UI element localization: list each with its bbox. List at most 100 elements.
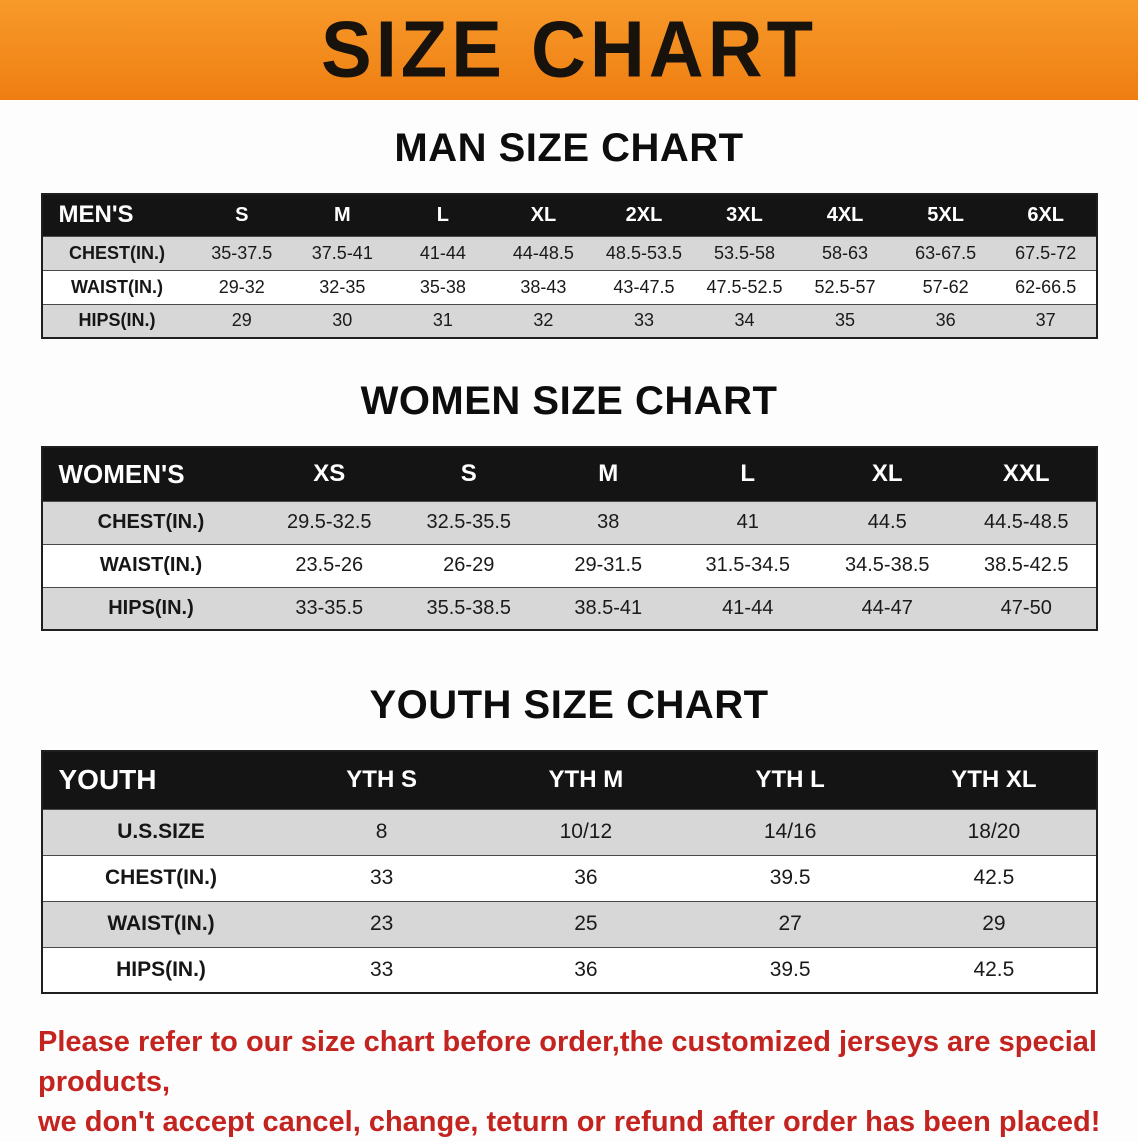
cell-value: 63-67.5 bbox=[915, 242, 977, 263]
cell-value: 32 bbox=[533, 310, 554, 331]
row-label: CHEST(IN.) bbox=[97, 511, 205, 533]
cell-value: 35-38 bbox=[419, 276, 466, 297]
cell-value: 62-66.5 bbox=[1015, 276, 1077, 297]
cell-value: 31 bbox=[432, 310, 453, 331]
cell-value: 29 bbox=[982, 912, 1006, 935]
cell-value: 32-35 bbox=[319, 276, 366, 297]
cell-value: 53.5-58 bbox=[713, 242, 776, 263]
row-label: HIPS(IN.) bbox=[108, 596, 194, 619]
order-notice: Please refer to our size chart before or… bbox=[38, 1022, 1102, 1142]
table-row: WAIST(IN.) 29-32 32-35 35-38 38-43 43-47.5 47.… bbox=[41, 270, 1097, 304]
cell-value: 67.5-72 bbox=[1015, 242, 1077, 263]
column-header: M bbox=[292, 194, 393, 236]
table-row: U.S.SIZE 8 10/12 14/16 18/20 bbox=[41, 809, 1097, 855]
cell-value: 26-29 bbox=[443, 554, 495, 576]
cell-value: 29 bbox=[231, 310, 252, 331]
cell-value: 35-37.5 bbox=[211, 242, 273, 263]
row-label: CHEST(IN.) bbox=[69, 242, 165, 263]
cell-value: 41 bbox=[736, 511, 759, 533]
order-notice-line-2: we don't accept cancel, change, teturn o… bbox=[38, 1106, 1101, 1138]
youth-section-heading: YOUTH SIZE CHART bbox=[369, 683, 769, 727]
cell-value: 38-43 bbox=[520, 276, 567, 297]
cell-value: 57-62 bbox=[922, 276, 969, 297]
cell-value: 33 bbox=[369, 866, 394, 889]
column-header: L bbox=[678, 447, 818, 501]
cell-value: 36 bbox=[574, 957, 598, 981]
table-row: WAIST(IN.) 23 25 27 29 bbox=[41, 901, 1097, 947]
table-corner-label: YOUTH bbox=[41, 751, 280, 809]
table-row: CHEST(IN.) 29.5-32.5 32.5-35.5 38 41 44.5 44.5… bbox=[41, 501, 1097, 544]
cell-value: 8 bbox=[375, 820, 388, 843]
cell-value: 29-32 bbox=[218, 276, 265, 297]
cell-value: 33-35.5 bbox=[295, 596, 364, 619]
cell-value: 34.5-38.5 bbox=[844, 554, 930, 576]
cell-value: 43-47.5 bbox=[613, 276, 675, 297]
cell-value: 44-48.5 bbox=[512, 242, 574, 263]
cell-value: 36 bbox=[574, 866, 598, 889]
cell-value: 35.5-38.5 bbox=[426, 596, 511, 619]
page-title: SIZE CHART bbox=[321, 4, 817, 95]
cell-value: 29-31.5 bbox=[574, 554, 643, 576]
table-corner-label: MEN'S bbox=[41, 194, 192, 236]
banner: SIZE CHART bbox=[0, 0, 1138, 100]
column-header: 2XL bbox=[593, 194, 695, 236]
row-label: HIPS(IN.) bbox=[116, 957, 206, 981]
cell-value: 38.5-41 bbox=[574, 596, 643, 619]
column-header: YTH M bbox=[483, 751, 688, 809]
column-header: XL bbox=[493, 194, 594, 236]
column-header: XS bbox=[259, 447, 399, 501]
cell-value: 44.5-48.5 bbox=[983, 511, 1069, 533]
cell-value: 42.5 bbox=[973, 957, 1015, 981]
column-header: 3XL bbox=[694, 194, 795, 236]
cell-value: 39.5 bbox=[769, 957, 811, 981]
cell-value: 47.5-52.5 bbox=[706, 276, 783, 297]
table-row: HIPS(IN.) 33 36 39.5 42.5 bbox=[41, 947, 1097, 993]
cell-value: 41-44 bbox=[419, 242, 466, 263]
cell-value: 34 bbox=[734, 310, 755, 331]
column-header: YTH S bbox=[279, 751, 484, 809]
column-header: 5XL bbox=[895, 194, 996, 236]
column-header: YTH L bbox=[688, 751, 893, 809]
cell-value: 25 bbox=[574, 912, 598, 935]
women-section-heading: WOMEN SIZE CHART bbox=[360, 379, 778, 423]
cell-value: 37 bbox=[1035, 310, 1056, 331]
cell-value: 23.5-26 bbox=[295, 554, 364, 576]
row-label: WAIST(IN.) bbox=[107, 912, 215, 935]
row-label: U.S.SIZE bbox=[117, 820, 205, 843]
cell-value: 44.5 bbox=[867, 511, 907, 533]
cell-value: 33 bbox=[633, 310, 654, 331]
cell-value: 37.5-41 bbox=[311, 242, 373, 263]
table-row: CHEST(IN.) 35-37.5 37.5-41 41-44 44-48.5 48.5… bbox=[41, 236, 1097, 270]
cell-value: 42.5 bbox=[973, 866, 1015, 889]
column-header: XL bbox=[817, 447, 957, 501]
order-notice-line-1: Please refer to our size chart before or… bbox=[38, 1026, 1097, 1098]
column-header: S bbox=[399, 447, 539, 501]
cell-value: 33 bbox=[369, 957, 394, 981]
table-row: CHEST(IN.) 33 36 39.5 42.5 bbox=[41, 855, 1097, 901]
table-row: HIPS(IN.) 29 30 31 32 33 34 35 36 37 bbox=[41, 304, 1097, 338]
header-row: WOMEN'S XS S M L XL XXL bbox=[41, 447, 1097, 501]
men-section-heading: MAN SIZE CHART bbox=[394, 126, 744, 170]
cell-value: 48.5-53.5 bbox=[605, 242, 682, 263]
cell-value: 32.5-35.5 bbox=[426, 511, 511, 533]
women-size-table: WOMEN'S XS S M L XL XXL CHEST(IN.) 29.5-32.5 32.5… bbox=[40, 446, 1098, 631]
youth-size-table: YOUTH YTH S YTH M YTH L YTH XL U.S.SIZE 8 10/12… bbox=[40, 750, 1098, 994]
cell-value: 23 bbox=[369, 912, 394, 935]
cell-value: 39.5 bbox=[769, 866, 811, 889]
cell-value: 36 bbox=[935, 310, 956, 331]
youth-section: YOUTH SIZE CHART YOUTH YTH S YTH M YTH L YTH… bbox=[0, 683, 1138, 994]
header-row: MEN'S S M L XL 2XL 3XL 4XL 5XL 6XL bbox=[41, 194, 1097, 236]
cell-value: 41-44 bbox=[722, 596, 774, 619]
table-row: HIPS(IN.) 33-35.5 35.5-38.5 38.5-41 41-44 44-… bbox=[41, 587, 1097, 630]
column-header: YTH XL bbox=[892, 751, 1097, 809]
table-corner-label: WOMEN'S bbox=[41, 447, 260, 501]
cell-value: 14/16 bbox=[763, 820, 817, 843]
cell-value: 27 bbox=[778, 912, 802, 935]
cell-value: 29.5-32.5 bbox=[286, 511, 372, 533]
cell-value: 47-50 bbox=[1000, 596, 1052, 619]
cell-value: 35 bbox=[835, 310, 856, 331]
cell-value: 38.5-42.5 bbox=[983, 554, 1069, 576]
row-label: WAIST(IN.) bbox=[71, 276, 163, 297]
column-header: 4XL bbox=[794, 194, 896, 236]
